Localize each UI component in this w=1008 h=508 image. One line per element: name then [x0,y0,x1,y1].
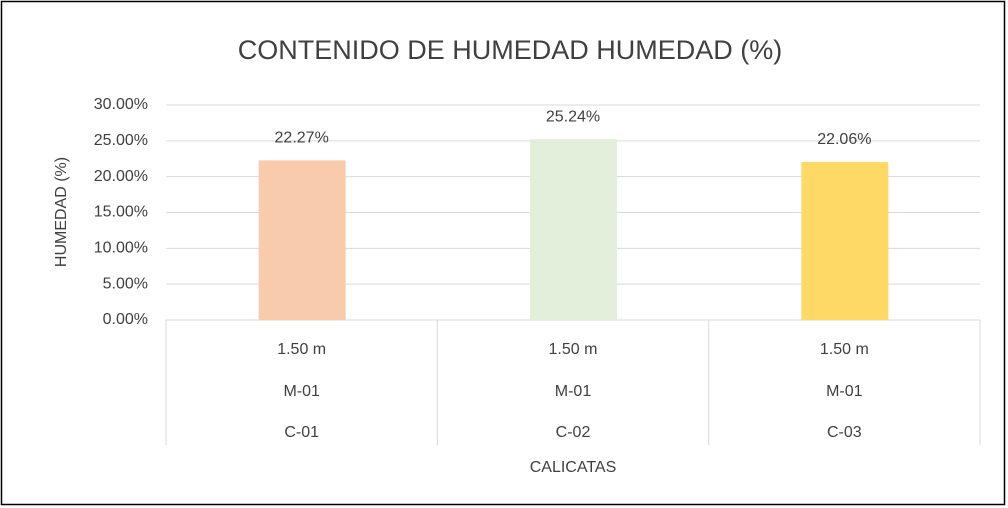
x-tick-label: M-01 [555,383,592,400]
bar [530,139,617,320]
x-axis-label: CALICATAS [530,459,617,476]
data-label: 22.06% [817,131,871,148]
y-tick-label: 10.00% [94,240,148,257]
data-label: 25.24% [546,108,600,125]
x-tick-label: 1.50 m [277,341,326,358]
data-label: 22.27% [275,130,329,147]
y-tick-label: 0.00% [103,311,148,328]
bar [801,161,889,320]
x-tick-label: C-03 [827,424,862,441]
x-tick-label: C-02 [556,424,591,441]
chart-title: CONTENIDO DE HUMEDAD HUMEDAD (%) [238,35,783,65]
x-tick-label: C-01 [284,424,319,441]
y-axis-label: HUMEDAD (%) [53,157,70,267]
y-tick-label: 15.00% [94,204,148,221]
y-tick-label: 25.00% [94,132,148,149]
x-tick-label: M-01 [826,383,863,400]
y-tick-label: 20.00% [94,168,148,185]
bar [258,160,346,320]
y-tick-label: 30.00% [94,96,148,113]
x-tick-label: 1.50 m [820,341,869,358]
x-tick-label: M-01 [283,383,320,400]
y-tick-label: 5.00% [103,275,148,292]
x-tick-label: 1.50 m [549,341,598,358]
